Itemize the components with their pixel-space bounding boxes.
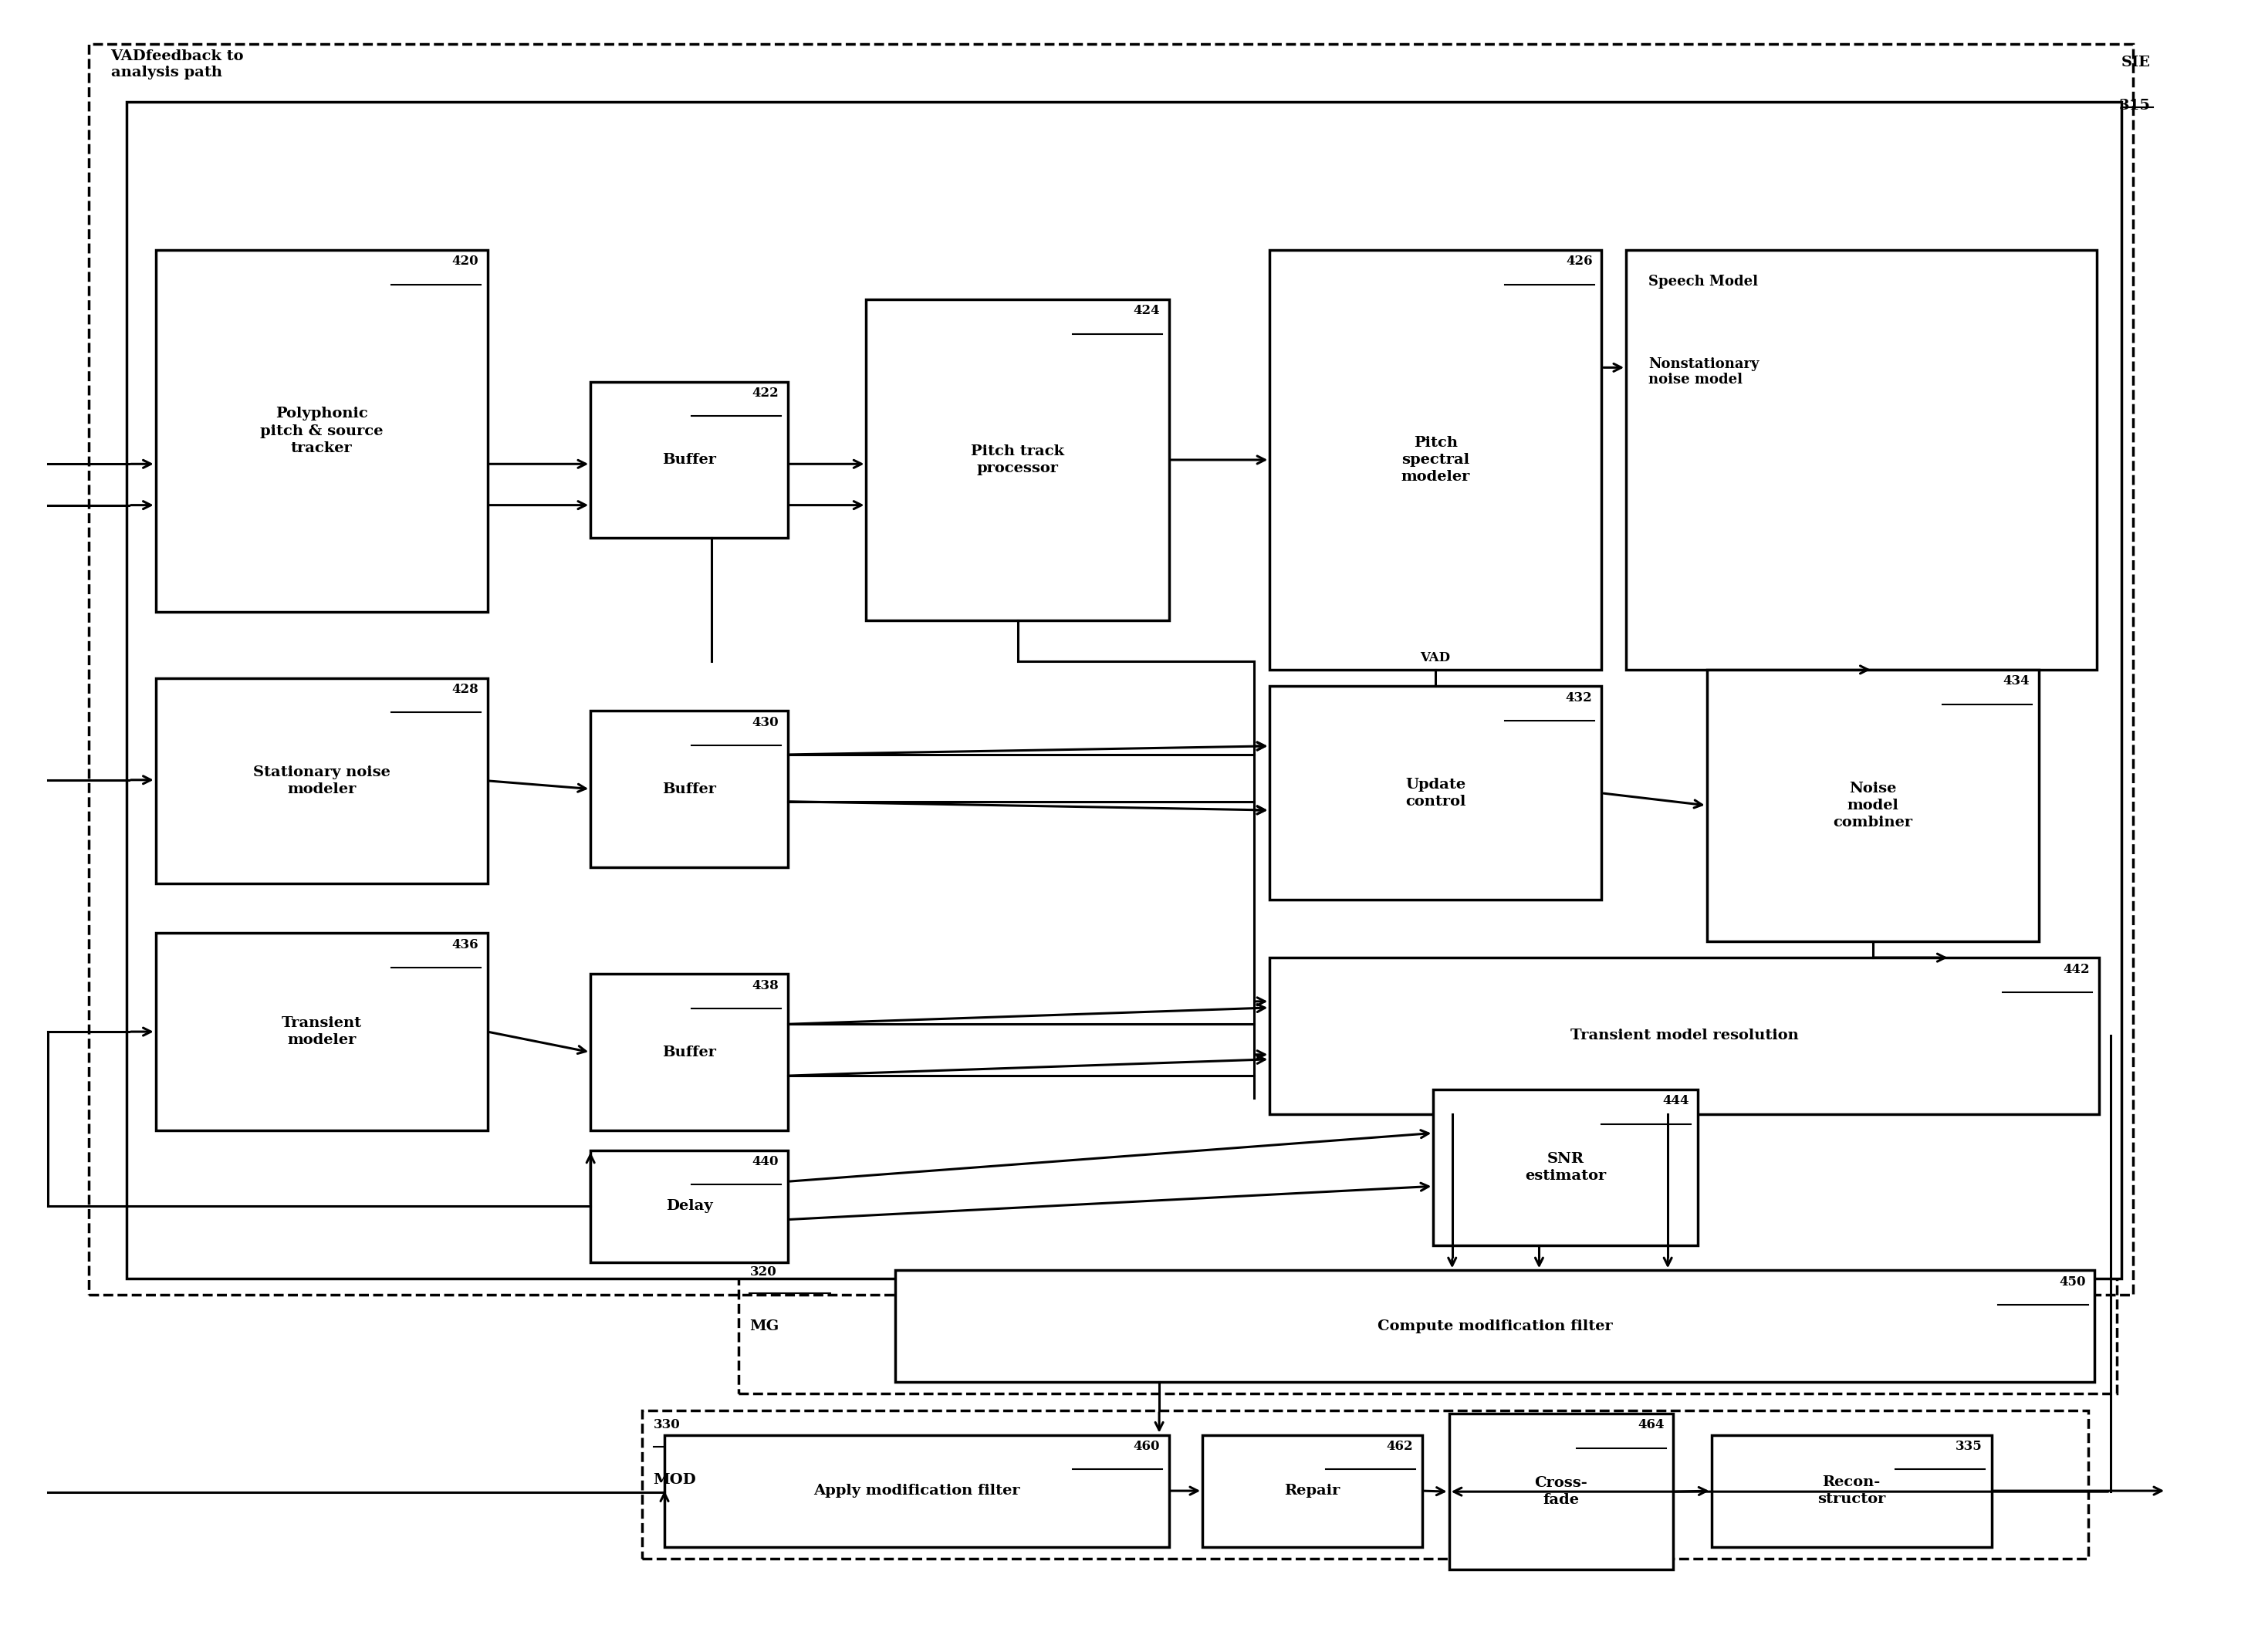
Text: 460: 460 <box>1133 1441 1160 1452</box>
Text: Pitch
spectral
modeler: Pitch spectral modeler <box>1401 436 1470 484</box>
Text: Repair: Repair <box>1284 1483 1340 1498</box>
Text: Transient
modeler: Transient modeler <box>281 1016 362 1047</box>
Bar <box>1706 669 2039 942</box>
Text: 315: 315 <box>2120 99 2151 112</box>
Text: Speech Model: Speech Model <box>1648 274 1758 289</box>
Bar <box>737 1257 2118 1394</box>
Text: 320: 320 <box>749 1265 776 1279</box>
Text: 422: 422 <box>753 387 778 400</box>
Text: Update
control: Update control <box>1405 778 1466 808</box>
Text: 450: 450 <box>2059 1275 2086 1289</box>
Bar <box>591 710 787 867</box>
Text: 428: 428 <box>452 682 479 695</box>
Text: Transient model resolution: Transient model resolution <box>1571 1029 1798 1042</box>
Text: Buffer: Buffer <box>663 1046 717 1059</box>
Text: VAD: VAD <box>1421 651 1450 664</box>
Bar <box>665 1436 1169 1546</box>
Text: SIE: SIE <box>2122 56 2151 69</box>
Text: 442: 442 <box>2064 963 2091 976</box>
Text: SNR
estimator: SNR estimator <box>1524 1151 1607 1183</box>
Text: 464: 464 <box>1637 1419 1664 1432</box>
Bar <box>865 299 1169 620</box>
Text: 330: 330 <box>654 1419 681 1432</box>
Bar <box>1711 1436 1992 1546</box>
Text: 438: 438 <box>753 980 778 993</box>
Bar <box>591 975 787 1130</box>
Text: 420: 420 <box>452 254 479 268</box>
Text: VADfeedback to
analysis path: VADfeedback to analysis path <box>110 50 245 79</box>
Text: Delay: Delay <box>665 1199 713 1213</box>
Text: 440: 440 <box>753 1155 778 1168</box>
Text: Polyphonic
pitch & source
tracker: Polyphonic pitch & source tracker <box>261 406 382 456</box>
Bar <box>1270 249 1601 669</box>
Text: 335: 335 <box>1956 1441 1983 1452</box>
Text: 434: 434 <box>2003 674 2030 687</box>
Text: 430: 430 <box>753 715 778 729</box>
Text: 462: 462 <box>1387 1441 1414 1452</box>
Text: 426: 426 <box>1567 254 1592 268</box>
Bar <box>155 249 488 613</box>
Text: Pitch track
processor: Pitch track processor <box>971 444 1063 476</box>
Text: MOD: MOD <box>654 1472 697 1487</box>
Text: Buffer: Buffer <box>663 453 717 468</box>
Text: Cross-
fade: Cross- fade <box>1535 1477 1587 1507</box>
Text: 424: 424 <box>1133 304 1160 317</box>
Bar <box>126 102 2122 1279</box>
Text: 444: 444 <box>1661 1094 1688 1107</box>
Bar <box>1625 249 2097 669</box>
Bar <box>591 382 787 539</box>
Bar <box>155 933 488 1130</box>
Bar <box>1434 1089 1697 1246</box>
Bar <box>1270 686 1601 900</box>
Text: Recon-
structor: Recon- structor <box>1816 1475 1886 1507</box>
Bar <box>1203 1436 1423 1546</box>
Text: Stationary noise
modeler: Stationary noise modeler <box>252 765 391 796</box>
Bar <box>591 1150 787 1262</box>
Text: Nonstationary
noise model: Nonstationary noise model <box>1648 357 1760 387</box>
Bar <box>895 1270 2095 1383</box>
Bar <box>1270 958 2100 1113</box>
Bar <box>1450 1414 1673 1569</box>
Text: Noise
model
combiner: Noise model combiner <box>1832 781 1913 829</box>
Bar <box>155 677 488 884</box>
Text: Compute modification filter: Compute modification filter <box>1378 1320 1612 1333</box>
Text: MG: MG <box>749 1320 780 1333</box>
Bar <box>88 45 2133 1295</box>
Bar <box>643 1411 2088 1558</box>
Text: Apply modification filter: Apply modification filter <box>814 1483 1021 1498</box>
Text: 436: 436 <box>452 938 479 952</box>
Text: Buffer: Buffer <box>663 781 717 796</box>
Text: 432: 432 <box>1565 691 1592 704</box>
